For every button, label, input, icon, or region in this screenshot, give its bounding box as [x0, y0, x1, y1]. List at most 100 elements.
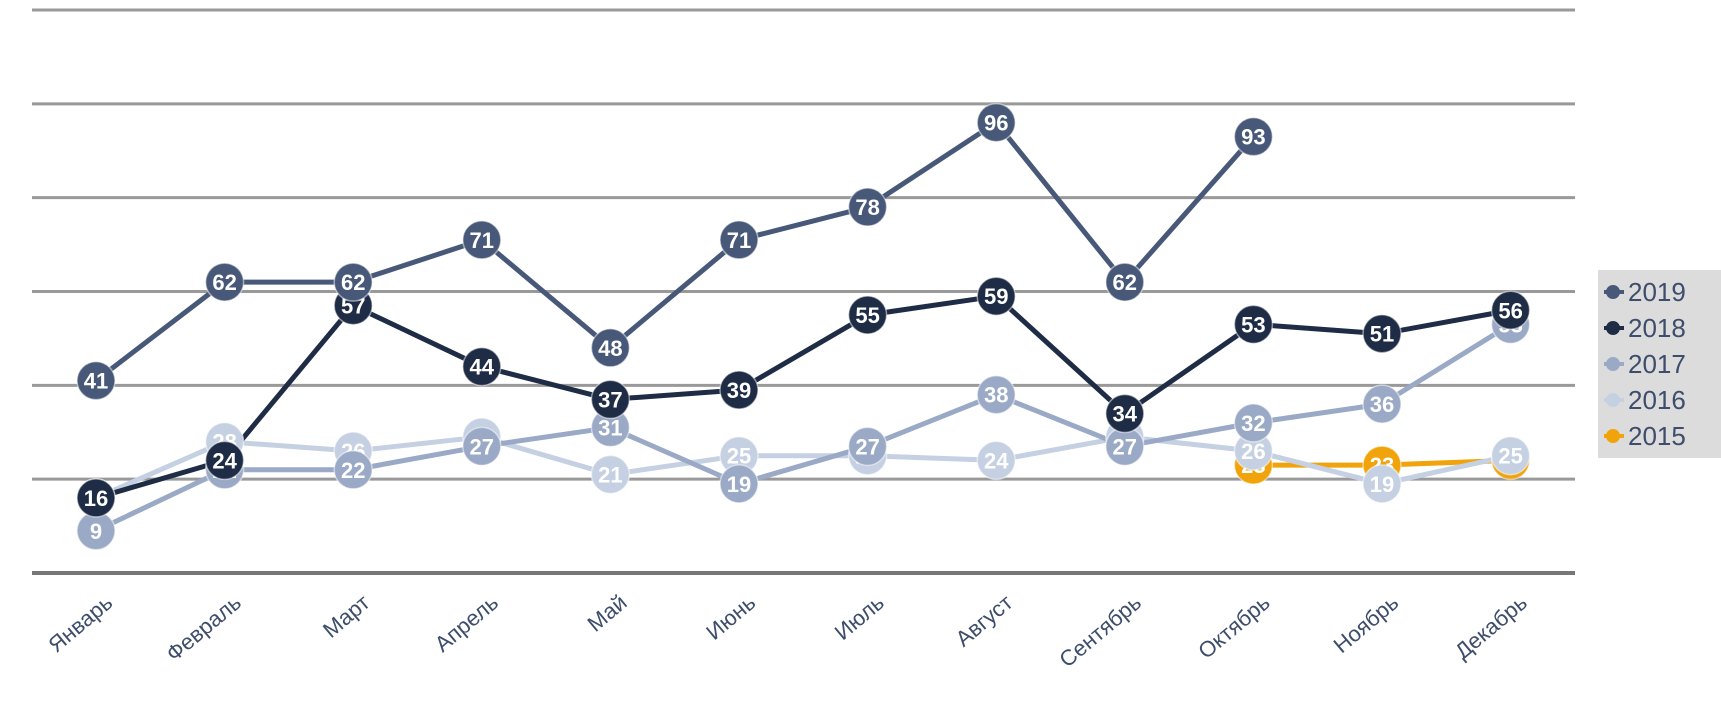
- x-axis: Январь Февраль Март Апрель Май Июнь Июль Август…: [43, 590, 1531, 673]
- data-point-2016[interactable]: 21: [590, 454, 631, 495]
- data-point-2019[interactable]: 62: [204, 262, 245, 302]
- data-point-2017[interactable]: 22: [333, 450, 373, 490]
- x-tick-label: Август: [951, 590, 1018, 652]
- data-point-2019[interactable]: 71: [719, 220, 759, 260]
- data-point-2018[interactable]: 59: [976, 276, 1016, 316]
- legend-marker: [1606, 429, 1620, 443]
- data-point-2018[interactable]: 37: [590, 379, 631, 420]
- data-point-2016[interactable]: 25: [1490, 435, 1531, 476]
- data-label: 93: [1241, 125, 1265, 150]
- series-line-2016: [93, 434, 1514, 501]
- point-marker: [1490, 290, 1531, 331]
- data-point-2016[interactable]: 25: [719, 435, 759, 476]
- point-marker: [462, 346, 502, 387]
- legend-marker: [1606, 357, 1620, 371]
- data-label: 24: [212, 448, 237, 473]
- point-marker: [847, 295, 888, 335]
- point-marker: [847, 426, 888, 467]
- point-marker: [1105, 393, 1145, 434]
- data-label: 32: [1241, 411, 1265, 436]
- data-point-2019[interactable]: 62: [333, 262, 373, 302]
- x-tick-label: Сентябрь: [1054, 590, 1146, 673]
- point-marker: [1105, 262, 1145, 302]
- data-point-2016[interactable]: 26: [1233, 431, 1274, 471]
- data-point-2018[interactable]: 53: [1233, 304, 1274, 345]
- legend-label: 2016: [1628, 385, 1686, 415]
- point-marker: [847, 187, 888, 227]
- point-marker: [1233, 304, 1274, 345]
- data-label: 55: [855, 303, 879, 328]
- data-point-2016[interactable]: 24: [976, 440, 1016, 481]
- data-point-2017[interactable]: 19: [719, 464, 759, 504]
- point-marker: [719, 370, 759, 410]
- legend-marker: [1606, 321, 1620, 335]
- legend-marker: [1606, 393, 1620, 407]
- data-point-2017[interactable]: 32: [1233, 403, 1274, 443]
- point-marker: [1362, 464, 1402, 504]
- data-label: 62: [212, 270, 236, 295]
- gridlines: [32, 8, 1575, 575]
- data-label: 25: [1498, 444, 1522, 469]
- data-point-2018[interactable]: 55: [847, 295, 888, 335]
- data-point-2017[interactable]: 27: [847, 426, 888, 467]
- data-label: 71: [470, 228, 494, 253]
- data-point-2018[interactable]: 39: [719, 370, 759, 410]
- data-point-2017[interactable]: 31: [590, 407, 631, 448]
- data-label: 34: [1113, 401, 1138, 426]
- point-marker: [462, 426, 502, 467]
- data-point-2018[interactable]: 56: [1490, 290, 1531, 331]
- data-label: 9: [90, 519, 102, 544]
- data-label: 41: [84, 369, 108, 394]
- data-point-2019[interactable]: 71: [462, 220, 502, 260]
- point-marker: [976, 440, 1016, 481]
- data-point-2018[interactable]: 44: [462, 346, 502, 387]
- x-tick-label: Май: [583, 590, 632, 637]
- data-point-2016[interactable]: 19: [1362, 464, 1402, 504]
- legend-item-2019[interactable]: 2019: [1604, 277, 1686, 307]
- data-point-2018[interactable]: 16: [76, 478, 116, 518]
- data-point-2019[interactable]: 78: [847, 187, 888, 227]
- data-point-2017[interactable]: 9: [76, 511, 116, 551]
- data-point-2019[interactable]: 93: [1233, 116, 1274, 157]
- data-point-2017[interactable]: 38: [976, 374, 1016, 415]
- point-marker: [719, 464, 759, 504]
- legend-marker: [1606, 285, 1620, 299]
- data-point-2018[interactable]: 34: [1105, 393, 1145, 434]
- point-marker: [976, 276, 1016, 316]
- data-label: 26: [1241, 439, 1265, 464]
- legend-item-2015[interactable]: 2015: [1604, 421, 1686, 451]
- data-label: 16: [84, 486, 108, 511]
- point-marker: [590, 454, 631, 495]
- data-point-2019[interactable]: 48: [590, 328, 631, 368]
- data-label: 24: [984, 448, 1009, 473]
- x-tick-label: Июль: [830, 590, 889, 645]
- data-label: 22: [341, 458, 365, 483]
- point-marker: [1362, 313, 1402, 354]
- series-line-2019: [93, 120, 1256, 384]
- data-point-2017[interactable]: 27: [1105, 426, 1145, 467]
- legend[interactable]: 2019 2018 2017 2016 2015: [1598, 270, 1721, 458]
- data-label: 19: [727, 472, 751, 497]
- legend-item-2017[interactable]: 2017: [1604, 349, 1686, 379]
- data-point-2017[interactable]: 36: [1362, 384, 1402, 424]
- data-label: 21: [598, 462, 622, 487]
- data-point-2017[interactable]: 27: [462, 426, 502, 467]
- legend-item-2018[interactable]: 2018: [1604, 313, 1686, 343]
- legend-item-2016[interactable]: 2016: [1604, 385, 1686, 415]
- series-lines: [93, 120, 1514, 534]
- x-tick-label: Декабрь: [1450, 590, 1532, 664]
- data-point-2019[interactable]: 96: [976, 102, 1016, 143]
- x-tick-label: Март: [318, 590, 374, 643]
- point-marker: [719, 220, 759, 260]
- data-label: 31: [598, 416, 622, 441]
- data-label: 56: [1498, 298, 1522, 323]
- data-point-2018[interactable]: 51: [1362, 313, 1402, 354]
- point-marker: [76, 360, 116, 401]
- data-label: 19: [1370, 472, 1394, 497]
- series-line-2017: [93, 321, 1514, 534]
- data-point-2019[interactable]: 41: [76, 360, 116, 401]
- data-point-2018[interactable]: 24: [204, 440, 245, 481]
- data-point-2019[interactable]: 62: [1105, 262, 1145, 302]
- point-marker: [333, 450, 373, 490]
